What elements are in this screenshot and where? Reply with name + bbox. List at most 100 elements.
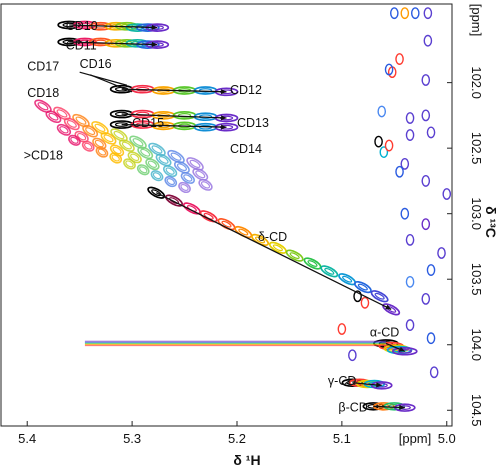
- series-peak: [391, 347, 418, 356]
- x-tick-label: 5.0: [438, 431, 456, 446]
- trajectory-arrowhead: [221, 89, 227, 95]
- isolated-peak: [426, 264, 436, 276]
- cluster-peak-inner: [130, 153, 140, 162]
- cluster-peak: [198, 178, 213, 191]
- isolated-peak: [426, 332, 436, 345]
- isolated-peak: [348, 349, 357, 362]
- cluster-peak-inner: [158, 156, 169, 164]
- series-peak: [199, 210, 218, 223]
- cluster-peak-inner: [139, 166, 148, 174]
- peak-labels: CD10 CD11 CD17 CD16 CD18 CD12 CD15 CD13 CD14 >CD1…: [24, 19, 400, 414]
- cluster-peak: [167, 149, 185, 164]
- cluster-peak: [118, 139, 135, 152]
- trajectory-arrow: [69, 24, 158, 29]
- series-peak: [303, 257, 322, 270]
- cluster-peak: [150, 170, 164, 182]
- isolated-peak: [390, 7, 399, 20]
- peak-label: CD10: [66, 19, 98, 33]
- isolated-peak: [405, 234, 415, 246]
- cluster-peak: [129, 135, 147, 150]
- x-tick-label: 5.4: [18, 431, 36, 446]
- cluster-peak-inner: [56, 109, 68, 118]
- isolated-peak: [405, 275, 415, 288]
- peak-label: CD11: [66, 39, 97, 53]
- series-peak: [370, 381, 393, 390]
- cluster-peak: [178, 181, 191, 194]
- cluster-peak: [137, 146, 154, 160]
- series-peak-inner: [221, 220, 232, 228]
- isolated-peak: [410, 7, 420, 20]
- peak-label: γ-CD: [328, 374, 356, 388]
- cluster-peak-inner: [70, 136, 79, 144]
- isolated-peak: [442, 188, 452, 200]
- cluster-peak: [34, 99, 52, 113]
- cluster-peak-inner: [200, 181, 211, 189]
- series-peak-inner: [374, 292, 385, 300]
- isolated-peak: [421, 175, 431, 187]
- cluster-peak: [155, 153, 172, 167]
- peak-label: δ-CD: [258, 230, 287, 244]
- series-peak-inner: [177, 113, 192, 118]
- peak-label: CD15: [132, 116, 164, 130]
- cluster-peak-inner: [125, 160, 134, 168]
- peak-label: CD17: [27, 60, 59, 74]
- y-tick-label: 103.5: [469, 263, 484, 296]
- isolated-peak: [360, 296, 370, 309]
- cluster-peak-inner: [113, 130, 125, 140]
- x-tick-label: 5.2: [228, 431, 246, 446]
- cluster-peak-inner: [140, 148, 151, 157]
- peak-label: CD16: [80, 57, 112, 71]
- cluster-peak: [56, 123, 72, 136]
- cluster-peak-inner: [103, 134, 114, 143]
- series-peak: [165, 194, 184, 207]
- cluster-peak: [173, 160, 190, 174]
- cluster-peak-inner: [165, 167, 175, 175]
- cluster-peak: [180, 172, 195, 184]
- series-peak-inner: [238, 228, 249, 236]
- isolated-peak: [377, 105, 387, 118]
- peak-label: CD12: [230, 83, 262, 97]
- cluster-peak-inner: [166, 178, 176, 186]
- cluster-peak: [123, 158, 136, 170]
- cluster-peak: [82, 124, 99, 138]
- trajectory-arrow: [121, 123, 227, 128]
- cluster-peak-inner: [66, 119, 77, 128]
- trajectory-arrowhead: [221, 124, 227, 130]
- cluster-peak-inner: [75, 116, 87, 125]
- trajectory-arrowhead: [151, 41, 158, 48]
- cluster-peak: [136, 164, 150, 176]
- peak-label: >CD18: [24, 149, 63, 163]
- cluster-peak: [109, 152, 123, 164]
- series-peak: [172, 111, 197, 120]
- cluster-peak-inner: [111, 154, 120, 162]
- series-peak: [370, 290, 389, 303]
- isolated-peak: [421, 109, 431, 122]
- cluster-peak: [63, 117, 80, 131]
- isolated-peak: [395, 53, 404, 65]
- y-axis-unit: [ppm]: [469, 4, 484, 37]
- cluster-peak: [81, 140, 95, 152]
- cluster-peak-inner: [180, 183, 189, 192]
- isolated-peak: [400, 7, 410, 20]
- isolated-peak: [423, 7, 433, 20]
- x-tick-label: 5.3: [123, 431, 141, 446]
- isolated-peak: [384, 139, 394, 152]
- cluster-peak-inner: [152, 172, 162, 180]
- series-peak-inner: [324, 267, 335, 275]
- cluster-peak-inner: [112, 146, 122, 155]
- series-peak-inner: [289, 252, 300, 260]
- cluster-peak-inner: [94, 139, 104, 148]
- trajectory-arrowhead: [385, 304, 392, 310]
- isolated-peak: [384, 63, 394, 76]
- x-axis-unit: [ppm]: [399, 431, 432, 446]
- series-peak-inner: [307, 260, 318, 267]
- series-peak-inner: [342, 275, 353, 283]
- cluster-peak: [186, 157, 204, 171]
- series-peak-inner: [255, 236, 266, 244]
- cluster-peak-inner: [147, 160, 158, 168]
- cluster-peak: [192, 168, 209, 181]
- cluster-peak-inner: [189, 159, 201, 169]
- cluster-peak-inner: [83, 142, 93, 150]
- peak-label: CD14: [230, 142, 262, 156]
